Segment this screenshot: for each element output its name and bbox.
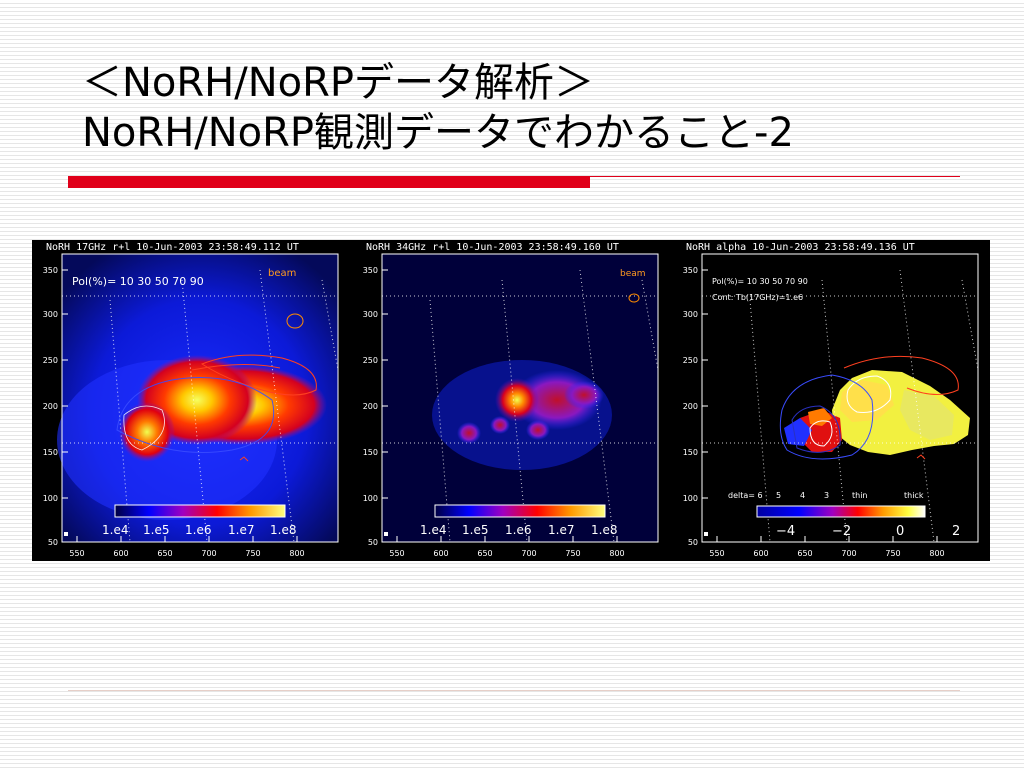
panel-17ghz-cb-label: 1.e4 (102, 523, 128, 537)
panel-34ghz-y-tick: 300 (363, 310, 378, 319)
panel-alpha-x-tick: 600 (753, 549, 768, 558)
slide-title: ＜NoRH/NoRPデータ解析＞ NoRH/NoRP観測データでわかること-2 (82, 58, 982, 158)
panel-34ghz-x-tick: 550 (389, 549, 404, 558)
panel-alpha-y-tick: 200 (683, 402, 698, 411)
panel-alpha-delta-label: thin (852, 491, 868, 500)
panel-alpha-cont-label: Cont: Tb(17GHz)=1.e6 (712, 293, 803, 302)
panel-alpha-delta-label: thick (904, 491, 924, 500)
panel-alpha-cb-label: −4 (776, 524, 795, 539)
panel-alpha-y-tick: 300 (683, 310, 698, 319)
panel-17ghz-x-tick: 700 (201, 549, 216, 558)
panel-17ghz-pol-label: Pol(%)= 10 30 50 70 90 (72, 275, 204, 288)
panel-34ghz-cb-label: 1.e8 (591, 523, 617, 537)
panel-17ghz-y-tick: 250 (43, 356, 58, 365)
panel-alpha-x-tick: 700 (841, 549, 856, 558)
panel-34ghz-x-tick: 750 (565, 549, 580, 558)
panel-17ghz-y-tick: 200 (43, 402, 58, 411)
panel-alpha-x-tick: 650 (797, 549, 812, 558)
panel-alpha-x-tick: 800 (929, 549, 944, 558)
panel-34ghz-x-tick: 800 (609, 549, 624, 558)
panel-alpha-x-tick: 550 (709, 549, 724, 558)
panel-17ghz-cb-label: 1.e5 (143, 523, 169, 537)
panel-alpha-delta-label: 5 (776, 491, 781, 500)
panel-34ghz-x-tick: 700 (521, 549, 536, 558)
panel-34ghz: NoRH 34GHz r+l 10-Jun-2003 23:58:49.160 … (352, 240, 670, 561)
footer-rule (68, 690, 960, 691)
panel-alpha-y-tick: 100 (683, 494, 698, 503)
panel-17ghz-header: NoRH 17GHz r+l 10-Jun-2003 23:58:49.112 … (46, 242, 299, 253)
panel-alpha-y-tick: 150 (683, 448, 698, 457)
title-underline-bar (68, 176, 590, 188)
panel-17ghz-x-tick: 650 (157, 549, 172, 558)
panel-alpha-pol-label: Pol(%)= 10 30 50 70 90 (712, 277, 808, 286)
panel-alpha-x-tick: 750 (885, 549, 900, 558)
panel-alpha-y-tick: 350 (683, 266, 698, 275)
panel-17ghz-beam-label: beam (268, 268, 296, 279)
panel-alpha-header: NoRH alpha 10-Jun-2003 23:58:49.136 UT (686, 242, 915, 253)
panel-17ghz-y-tick: 350 (43, 266, 58, 275)
panel-alpha-cb-label: −2 (832, 524, 851, 539)
panel-34ghz-cb-label: 1.e6 (505, 523, 531, 537)
panel-17ghz-x-tick: 600 (113, 549, 128, 558)
slide-title-line2: NoRH/NoRP観測データでわかること-2 (82, 110, 794, 156)
panel-17ghz-x-tick: 750 (245, 549, 260, 558)
panel-17ghz-cb-label: 1.e7 (228, 523, 254, 537)
panel-17ghz-x-tick: 550 (69, 549, 84, 558)
panel-alpha-cb-label: 0 (896, 524, 904, 539)
panel-34ghz-y-tick: 350 (363, 266, 378, 275)
panel-17ghz-y-tick: 100 (43, 494, 58, 503)
title-underline-thin (590, 176, 960, 177)
panel-34ghz-y-tick: 50 (368, 538, 378, 547)
panel-alpha-delta-label: 3 (824, 491, 829, 500)
panel-34ghz-cb-label: 1.e5 (462, 523, 488, 537)
panel-34ghz-header: NoRH 34GHz r+l 10-Jun-2003 23:58:49.160 … (366, 242, 619, 253)
panel-17ghz: NoRH 17GHz r+l 10-Jun-2003 23:58:49.112 … (32, 240, 350, 561)
panel-34ghz-y-tick: 100 (363, 494, 378, 503)
norh-figure: NoRH 17GHz r+l 10-Jun-2003 23:58:49.112 … (32, 240, 990, 561)
panel-34ghz-cb-label: 1.e4 (420, 523, 446, 537)
slide-title-line1: ＜NoRH/NoRPデータ解析＞ (82, 60, 595, 106)
panel-17ghz-y-tick: 150 (43, 448, 58, 457)
panel-34ghz-cb-label: 1.e7 (548, 523, 574, 537)
panel-34ghz-y-tick: 200 (363, 402, 378, 411)
panel-34ghz-beam-label: beam (620, 269, 646, 279)
panel-34ghz-y-tick: 150 (363, 448, 378, 457)
panel-17ghz-x-tick: 800 (289, 549, 304, 558)
panel-17ghz-y-tick: 50 (48, 538, 58, 547)
panel-34ghz-y-tick: 250 (363, 356, 378, 365)
panel-alpha-y-tick: 250 (683, 356, 698, 365)
panel-34ghz-x-tick: 650 (477, 549, 492, 558)
panel-alpha-delta-label: 4 (800, 491, 805, 500)
panel-34ghz-x-tick: 600 (433, 549, 448, 558)
panel-17ghz-y-tick: 300 (43, 310, 58, 319)
panel-alpha: NoRH alpha 10-Jun-2003 23:58:49.136 UT P… (672, 240, 990, 561)
panel-alpha-delta-label: delta= 6 (728, 491, 763, 500)
panel-17ghz-cb-label: 1.e6 (185, 523, 211, 537)
panel-17ghz-cb-label: 1.e8 (270, 523, 296, 537)
panel-alpha-y-tick: 50 (688, 538, 698, 547)
panel-alpha-cb-label: 2 (952, 524, 960, 539)
